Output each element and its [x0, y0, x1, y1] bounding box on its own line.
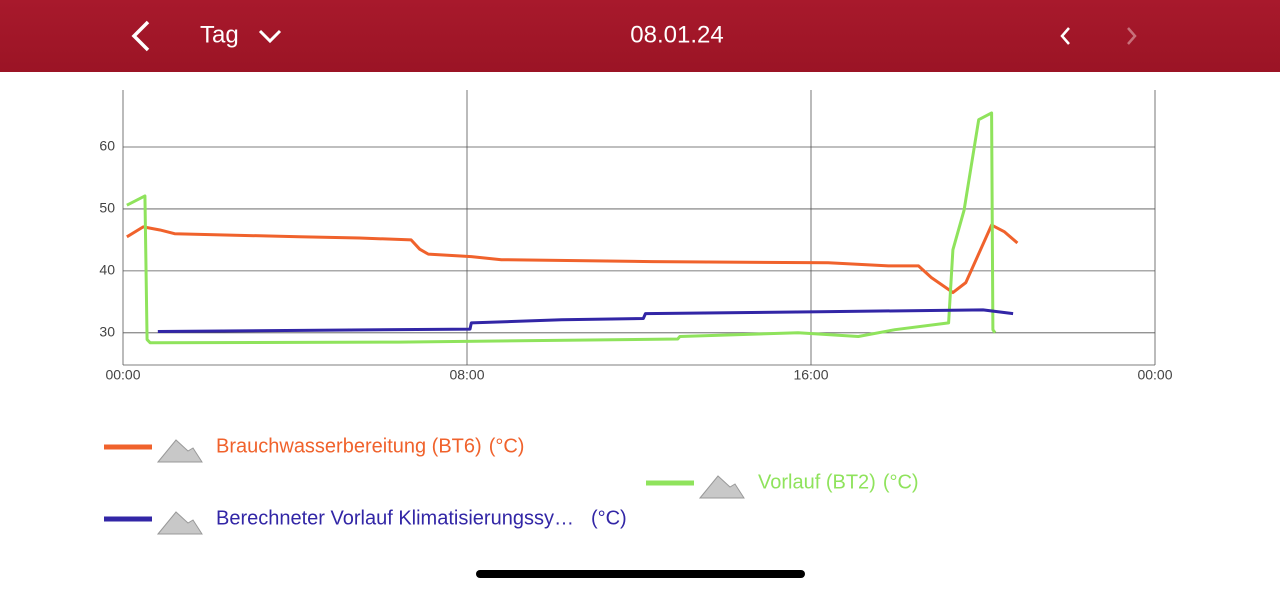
period-selector[interactable]: Tag [200, 21, 239, 48]
legend-icon [156, 439, 203, 463]
y-tick-label: 40 [99, 262, 115, 278]
legend-label: Berechneter Vorlauf Klimatisierungssy… [216, 507, 574, 529]
home-indicator [476, 570, 805, 578]
x-tick-label: 16:00 [793, 367, 828, 383]
data-line [157, 308, 1014, 334]
legend-unit: (°C) [883, 471, 919, 493]
next-day[interactable] [1127, 27, 1137, 45]
legend-icon [156, 511, 203, 535]
data-line [126, 223, 1019, 295]
x-tick-label: 00:00 [105, 367, 140, 383]
y-tick-label: 30 [99, 323, 115, 339]
y-tick-label: 50 [99, 200, 115, 216]
y-tick-label: 60 [99, 138, 115, 154]
back-button[interactable] [131, 20, 150, 52]
period-dropdown-icon[interactable] [258, 29, 282, 44]
legend-unit: (°C) [489, 435, 525, 457]
x-tick-label: 00:00 [1137, 367, 1172, 383]
header: Tag 08.01.24 [0, 0, 1280, 72]
date-label: 08.01.24 [630, 21, 723, 48]
legend-icon [698, 475, 745, 499]
legend-label: Vorlauf (BT2) [758, 471, 876, 493]
legend-label: Brauchwasserbereitung (BT6) [216, 435, 482, 457]
x-tick-label: 08:00 [449, 367, 484, 383]
legend-unit: (°C) [591, 507, 627, 529]
chart: 30 40 50 60 00:00 08:00 16:00 00:00 Brauchwasser… [99, 90, 1173, 578]
previous-day[interactable] [1060, 27, 1070, 45]
data-line [126, 111, 997, 345]
